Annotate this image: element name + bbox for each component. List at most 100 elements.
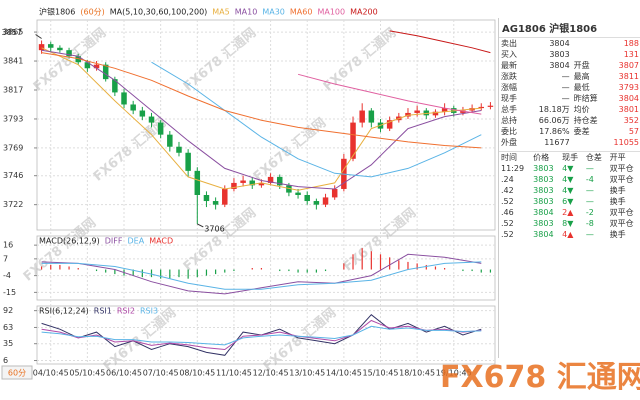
legend-item: RSI2 [117,307,135,316]
trade-cell: .46 [501,208,514,217]
candle-body [423,110,430,116]
candle-body [75,56,81,63]
quote-panel: AG1806 沪银1806 卖出 3804 188 买入 3803 131 最新 3804 开盘… [498,18,640,358]
y-tick-label: 16 [3,241,13,250]
quote-label: 均价 [573,105,590,114]
quote-value: 3793 [618,83,639,92]
low-annotation: 3706 [204,224,224,233]
candle-body [130,104,136,111]
period-button-label: 60分 [8,369,26,378]
trade-cell: -4 [585,175,594,184]
y-tick-label: -15 [3,288,16,297]
candle-body [359,110,365,123]
candle-body [222,188,228,205]
quote-value: 11677 [544,138,570,147]
quote-value: 3804 [549,61,570,70]
trade-cell: — [585,164,594,173]
trade-cell: — [585,230,594,239]
trade-cell: 双平仓 [609,208,634,217]
x-tick-label: 15/10:45 [363,369,399,378]
quote-value: — [561,94,570,103]
candle-body [386,120,393,129]
period-button[interactable] [1,365,33,380]
trade-cell: .52 [501,230,514,239]
candle-body [350,122,356,159]
x-tick-label: 12/10:45 [253,369,289,378]
candle-body [57,47,63,51]
quote-value: 3804 [549,39,570,48]
quote-row: 外盘 11677 11055 [499,137,640,148]
legend-item: MACD(26,12,9) [39,237,100,246]
candle-body [148,116,155,123]
quote-value: 3801 [618,105,639,114]
candle-body [460,110,466,113]
quote-label: 昨结算 [573,94,598,103]
candle-body [405,112,411,117]
y-tick-label: 6 [3,356,8,365]
candle-body [313,201,320,205]
candle-body [93,64,100,69]
candle-body [258,182,265,186]
candle-body [231,182,237,189]
series-line [41,261,482,290]
trade-row: .52 3804 4▲ — 换手 [499,229,640,240]
y-tick-label: 3817 [3,86,23,95]
candle-body [240,180,246,183]
trade-cell: 3804 [533,230,554,239]
trade-cell: 4▼ [562,186,574,195]
trade-cell: -8 [585,219,594,228]
quote-value: 131 [623,50,639,59]
series-line [41,49,482,190]
legend-item: MA60 [290,8,313,17]
legend-item: MA100 [317,8,345,17]
candle-body [331,188,338,198]
series-line [41,325,482,346]
watermark: FX678 汇通网 [180,205,259,275]
trade-cell: 3803 [533,175,554,184]
quote-row: 总手 18.18万 均价 3801 [499,104,640,115]
x-tick-label: 04/10:45 [33,369,69,378]
quote-label: 最新 [501,61,517,70]
quote-value: 3803 [549,50,570,59]
candle-body [286,185,292,193]
trade-cell: 换手 [609,197,626,206]
trade-cell: 双平仓 [609,219,634,228]
quote-label: 总持 [501,116,517,125]
candle-body [38,44,45,51]
annotation-arrow [35,34,42,39]
x-tick-label: 13/10:45 [289,369,325,378]
legend-item: MACD [149,237,173,246]
quote-row: 买入 3803 131 [499,49,640,60]
quote-row: 涨跌 — 最高 3811 [499,71,640,82]
trade-cell: 4▲ [562,230,574,239]
candle-body [304,195,310,202]
candle-body [249,180,256,186]
quote-label: 外盘 [501,138,517,147]
quote-row: 最新 3804 开盘 3807 [499,60,640,71]
y-tick-label: 63 [3,323,13,332]
trade-header-cell: 开平 [609,153,626,162]
quote-value: 3811 [618,72,639,81]
trade-cell: — [585,186,594,195]
trade-cell: 双平仓 [609,175,634,184]
watermark: FX678 汇通网 [250,115,329,185]
candle-body [441,108,448,112]
trade-cell: 3803 [533,219,554,228]
trade-cell: .24 [501,175,514,184]
quote-label: 买入 [501,50,517,59]
trade-cell: .52 [501,219,514,228]
legend-item: MA5 [212,8,229,17]
quote-value: 3807 [618,61,639,70]
trade-row: .42 3803 4▼ — 换手 [499,185,640,196]
candle-body [84,62,91,69]
candle-body [295,192,301,195]
x-tick-label: 14/10:45 [326,369,362,378]
trade-cell: -2 [585,208,594,217]
quote-value: 352 [623,116,639,125]
y-tick-label: 3746 [3,171,23,180]
trade-cell: 8▼ [562,219,574,228]
x-tick-label: 11/10:45 [216,369,252,378]
trade-cell: 11:29 [501,164,525,173]
legend-item: 沪银1806 [39,7,75,17]
